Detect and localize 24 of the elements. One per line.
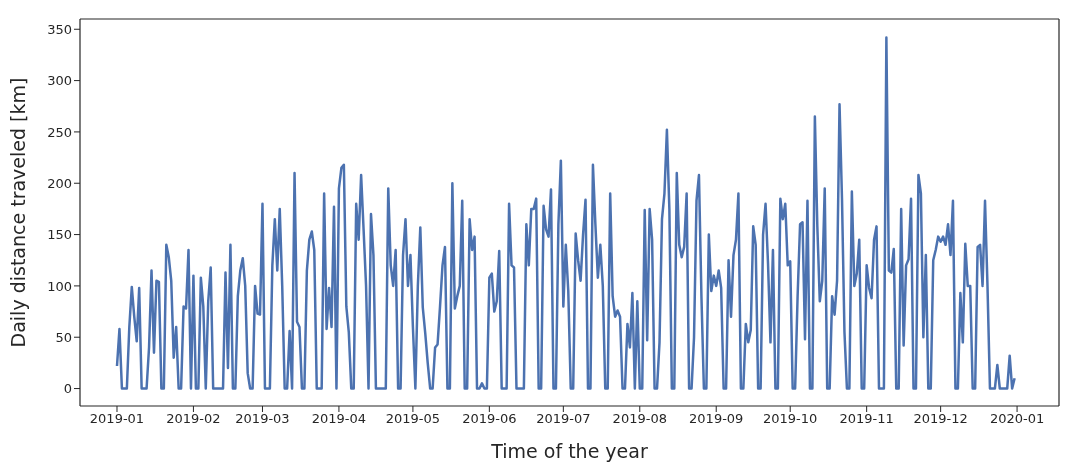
x-tick-label: 2019-09	[689, 411, 744, 427]
x-tick-label: 2019-05	[385, 411, 441, 427]
x-tick-label: 2019-04	[311, 411, 367, 427]
y-tick-label: 300	[47, 73, 72, 89]
y-tick-label: 350	[47, 21, 72, 37]
x-tick-label: 2019-02	[166, 411, 221, 427]
x-tick-label: 2019-06	[462, 411, 517, 427]
line-series	[115, 36, 1016, 390]
x-axis-title: Time of the year	[490, 440, 648, 462]
x-tick-label: 2020-01	[989, 411, 1045, 427]
y-tick-label: 0	[63, 381, 72, 397]
y-tick-label: 250	[47, 124, 72, 140]
y-tick-label: 100	[47, 278, 72, 294]
x-tick-label: 2019-01	[89, 411, 145, 427]
y-tick-label: 50	[55, 329, 72, 345]
x-tick-label: 2019-08	[612, 411, 667, 427]
x-tick-label: 2019-12	[913, 411, 968, 427]
x-tick-label: 2019-07	[536, 411, 591, 427]
y-axis-title: Daily distance traveled [km]	[6, 77, 29, 348]
x-tick-label: 2019-11	[839, 411, 894, 427]
y-tick-label: 200	[47, 175, 72, 191]
y-tick-label: 150	[47, 227, 72, 243]
x-tick-label: 2019-03	[235, 411, 290, 427]
x-tick-label: 2019-10	[763, 411, 818, 427]
